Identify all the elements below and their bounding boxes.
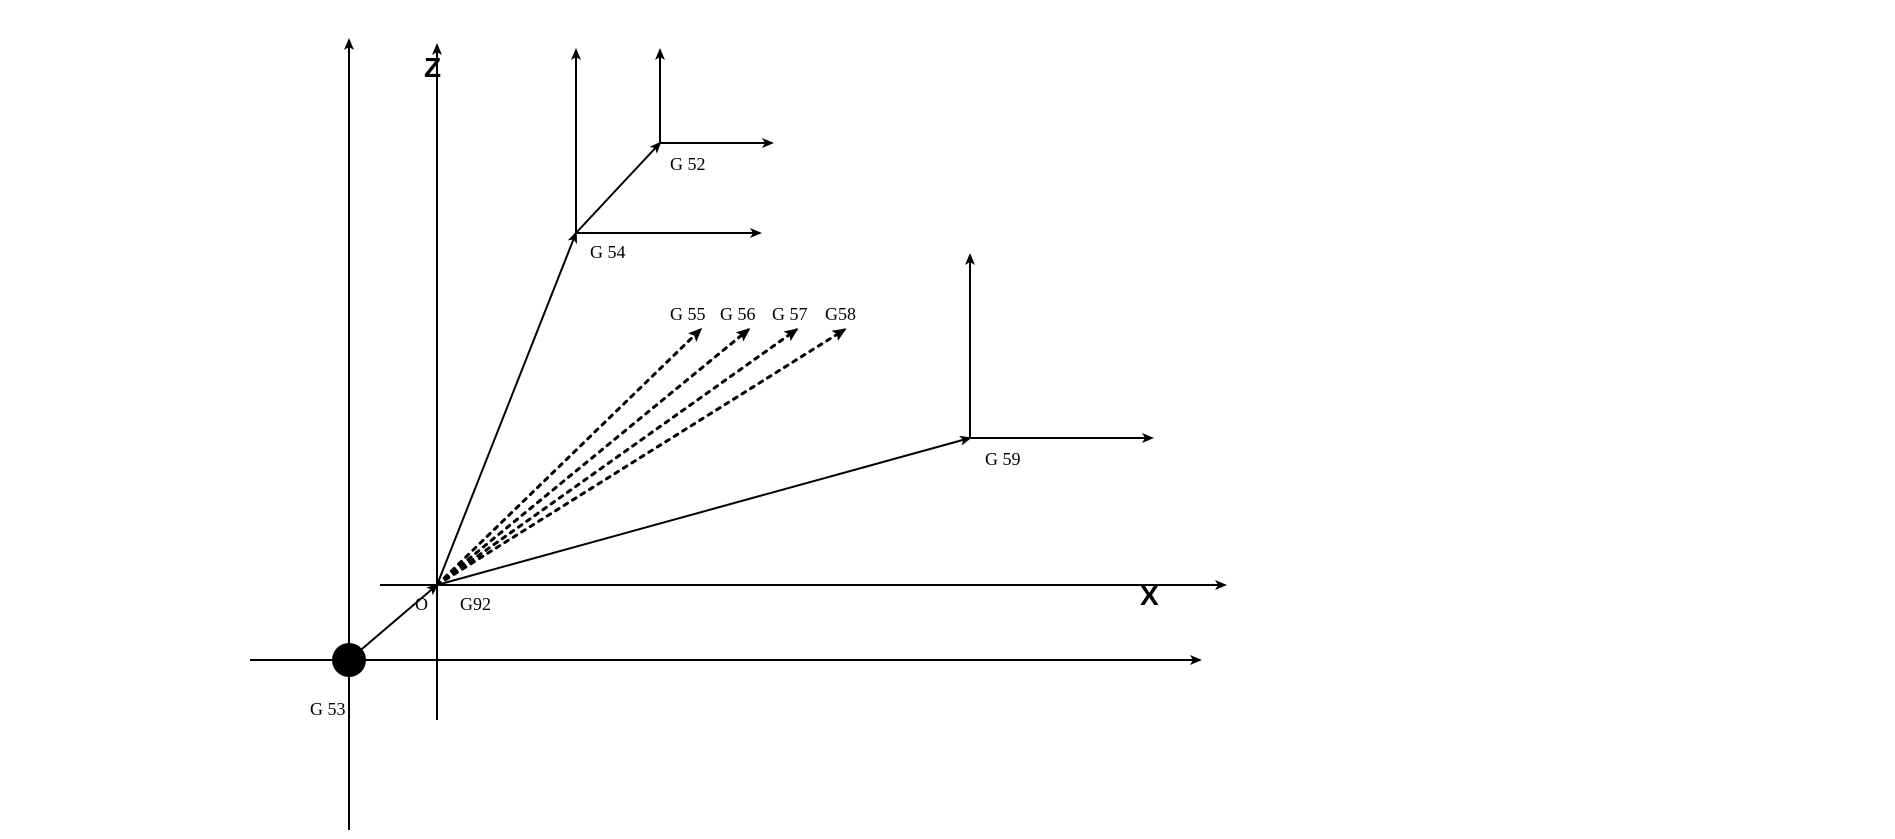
g52-vector: [576, 143, 660, 233]
g57-label: G 57: [772, 304, 808, 324]
offset-vector: [349, 585, 437, 660]
z-axis-label: Z: [424, 52, 441, 83]
g55-label: G 55: [670, 304, 706, 324]
g54-vector: [437, 233, 576, 585]
g58-label: G58: [825, 304, 856, 324]
g55-vector: [437, 330, 700, 585]
g52-label: G 52: [670, 154, 706, 174]
x-axis-label: X: [1140, 580, 1159, 611]
g56-vector: [437, 330, 748, 585]
g57-vector: [437, 330, 796, 585]
g59-vector: [437, 438, 970, 585]
g58-vector: [437, 330, 844, 585]
g54-label: G 54: [590, 242, 626, 262]
g53-label: G 53: [310, 699, 346, 719]
g56-label: G 56: [720, 304, 756, 324]
g59-label: G 59: [985, 449, 1021, 469]
coordinate-diagram: G 53OG92XZG 54G 52G 59G 55G 56G 57G58: [0, 0, 1895, 839]
g92-label: G92: [460, 594, 491, 614]
